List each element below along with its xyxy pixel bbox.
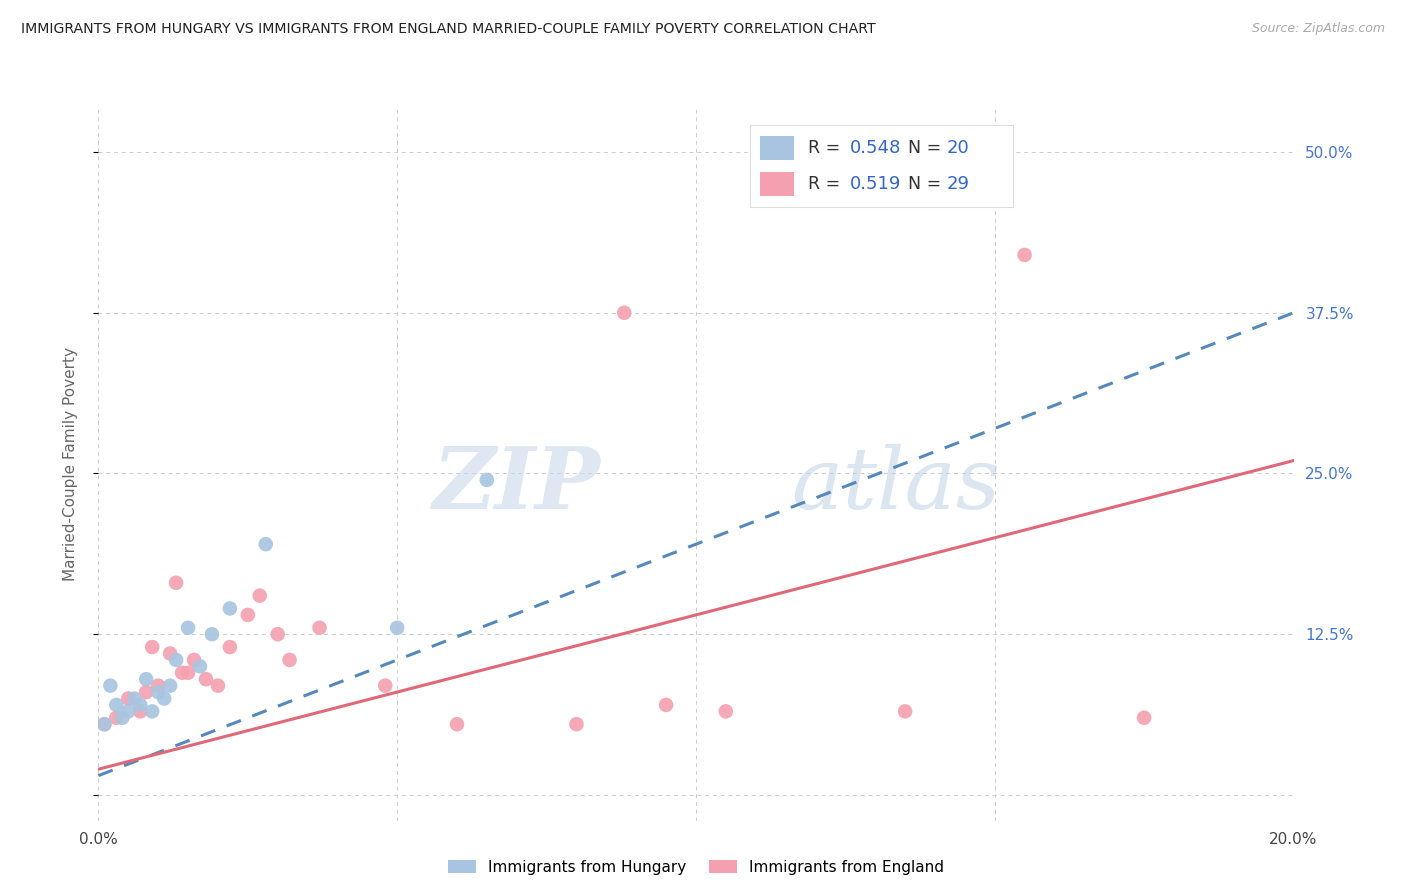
Text: 0.548: 0.548 <box>849 139 901 157</box>
Point <box>111 711 134 725</box>
Text: Source: ZipAtlas.com: Source: ZipAtlas.com <box>1251 22 1385 36</box>
Text: ZIP: ZIP <box>433 443 600 527</box>
Point <box>153 691 176 706</box>
Point <box>278 653 301 667</box>
Point <box>655 698 678 712</box>
Y-axis label: Married-Couple Family Poverty: Married-Couple Family Poverty <box>63 347 77 581</box>
Point <box>195 672 218 686</box>
Text: 29: 29 <box>948 175 970 193</box>
Point <box>249 589 271 603</box>
Point <box>219 601 242 615</box>
Point <box>446 717 468 731</box>
Point <box>159 679 181 693</box>
Point <box>93 717 115 731</box>
Point <box>93 717 115 731</box>
Legend: Immigrants from Hungary, Immigrants from England: Immigrants from Hungary, Immigrants from… <box>441 854 950 880</box>
Point <box>135 685 157 699</box>
Text: R =: R = <box>807 139 839 157</box>
Point <box>148 685 170 699</box>
Point <box>236 607 259 622</box>
Point <box>100 679 122 693</box>
Point <box>165 653 187 667</box>
Point <box>1014 248 1036 262</box>
Point <box>129 704 152 718</box>
Text: IMMIGRANTS FROM HUNGARY VS IMMIGRANTS FROM ENGLAND MARRIED-COUPLE FAMILY POVERTY: IMMIGRANTS FROM HUNGARY VS IMMIGRANTS FR… <box>21 22 876 37</box>
Point <box>613 306 636 320</box>
FancyBboxPatch shape <box>761 136 794 161</box>
Point <box>129 698 152 712</box>
Text: N =: N = <box>907 175 941 193</box>
Point <box>105 711 128 725</box>
FancyBboxPatch shape <box>761 171 794 196</box>
Point <box>141 640 163 654</box>
Point <box>141 704 163 718</box>
Text: N =: N = <box>907 139 941 157</box>
Point <box>188 659 211 673</box>
Point <box>201 627 224 641</box>
Point <box>308 621 330 635</box>
Point <box>117 704 139 718</box>
Point <box>124 691 146 706</box>
Point <box>105 698 128 712</box>
Point <box>165 575 187 590</box>
Point <box>894 704 917 718</box>
Point <box>148 679 170 693</box>
Text: 0.519: 0.519 <box>849 175 901 193</box>
Point <box>207 679 229 693</box>
Point <box>714 704 737 718</box>
Text: 20: 20 <box>948 139 970 157</box>
Point <box>135 672 157 686</box>
Point <box>254 537 277 551</box>
Point <box>177 665 200 680</box>
Point <box>159 647 181 661</box>
Point <box>1133 711 1156 725</box>
Point <box>172 665 194 680</box>
Point <box>183 653 205 667</box>
Point <box>565 717 588 731</box>
Point <box>267 627 290 641</box>
Point <box>219 640 242 654</box>
Point <box>475 473 498 487</box>
Point <box>117 691 139 706</box>
Point <box>374 679 396 693</box>
Text: R =: R = <box>807 175 839 193</box>
Point <box>177 621 200 635</box>
Text: atlas: atlas <box>792 444 1001 526</box>
Point <box>385 621 409 635</box>
